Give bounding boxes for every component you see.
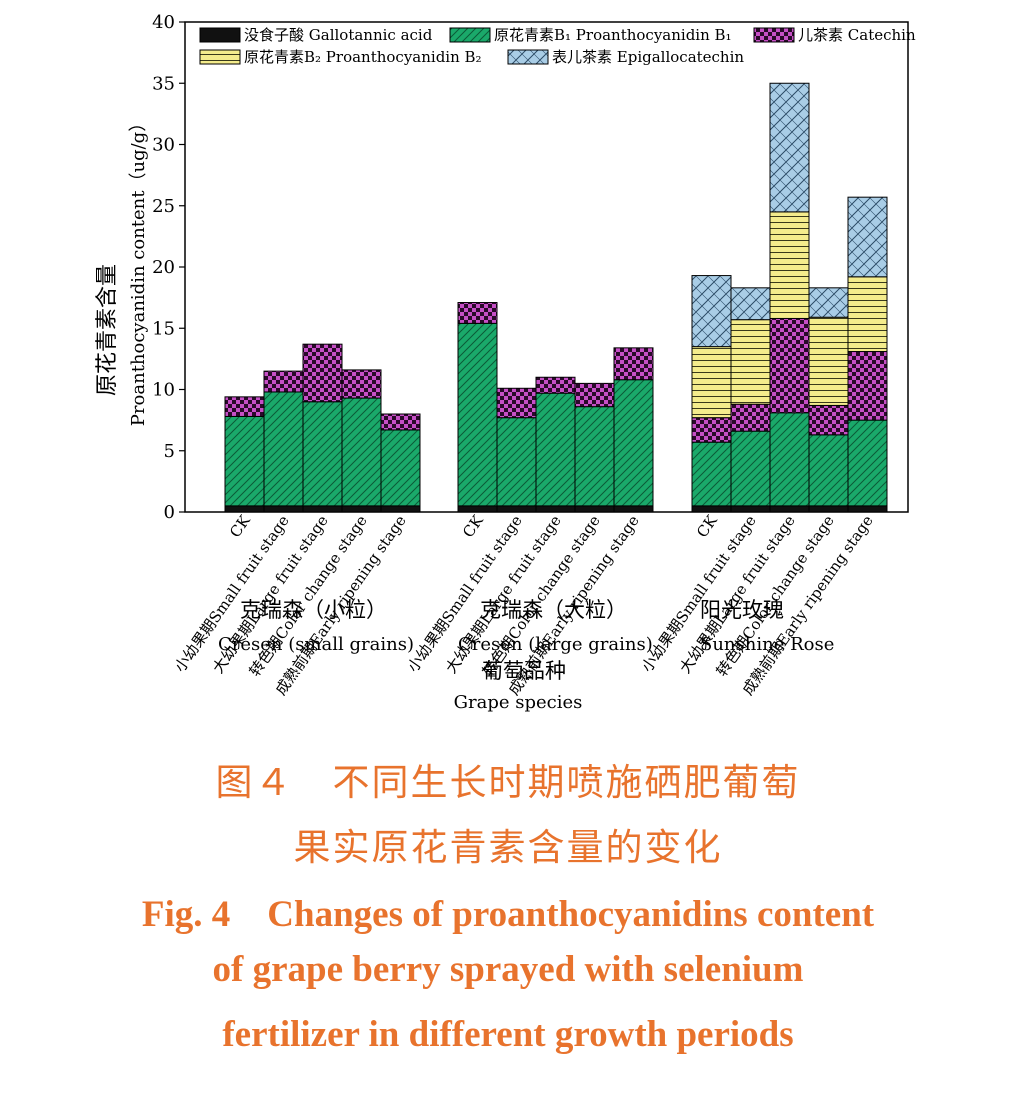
legend-swatch-gallotannic-acid xyxy=(199,27,241,43)
bar-segment xyxy=(847,276,888,353)
figure-caption-en-line2: of grape berry sprayed with selenium xyxy=(212,949,804,990)
bar-segment xyxy=(457,505,498,513)
bar-segment xyxy=(380,505,421,513)
y-tick-label: 5 xyxy=(164,441,175,462)
bar-segment xyxy=(847,196,888,278)
bar-segment xyxy=(691,417,732,443)
x-group-label-en: Cresen (small grains) xyxy=(218,634,414,655)
x-group-label-zh: 阳光玫瑰 xyxy=(700,598,784,622)
bar-segment xyxy=(691,275,732,348)
bar-segment xyxy=(496,505,537,513)
bar-segment xyxy=(730,505,771,513)
bar-segment xyxy=(769,317,810,414)
x-axis-title-zh: 葡萄品种 xyxy=(482,659,566,683)
bar-segment xyxy=(691,346,732,419)
x-axis-title: 葡萄品种 Grape species xyxy=(454,659,583,713)
bar-segment xyxy=(808,287,849,318)
bar-segment xyxy=(224,396,265,417)
bar-segment xyxy=(847,351,888,421)
y-tick-label: 15 xyxy=(152,318,175,339)
y-tick-label: 40 xyxy=(152,12,175,33)
bar-segment xyxy=(380,413,421,431)
y-tick-label: 10 xyxy=(152,380,175,401)
bar-segment xyxy=(730,287,771,321)
bar-segment xyxy=(574,406,615,507)
bar-segment xyxy=(341,397,382,507)
y-tick-label: 30 xyxy=(152,135,175,156)
legend-swatch-catechin xyxy=(753,27,795,43)
bar-segment xyxy=(769,82,810,213)
x-axis-title-en: Grape species xyxy=(454,692,583,713)
bar-segment xyxy=(769,505,810,513)
y-tick-label: 20 xyxy=(152,257,175,278)
bar-segment xyxy=(613,505,654,513)
bar-segment xyxy=(457,302,498,324)
y-tick-label: 35 xyxy=(152,73,175,94)
x-category-label: CK xyxy=(226,511,254,541)
bar-segment xyxy=(302,505,343,513)
figure-caption-en-line3: fertilizer in different growth periods xyxy=(222,1014,794,1055)
bar-segment xyxy=(730,319,771,405)
bar-segment xyxy=(730,403,771,432)
bar-segment xyxy=(457,322,498,507)
bar-segment xyxy=(535,392,576,507)
figure-caption-zh-line2: 果实原花青素含量的变化 xyxy=(293,826,723,869)
bar-segment xyxy=(224,415,265,507)
bar-segment xyxy=(691,505,732,513)
bar-segment xyxy=(224,505,265,513)
legend-label-proanthocyanidin-b2: 原花青素B₂ Proanthocyanidin B₂ xyxy=(244,48,482,66)
x-category-label: CK xyxy=(693,511,721,541)
bar-segment xyxy=(808,316,849,406)
bar-segment xyxy=(263,505,304,513)
x-group-label-zh: 克瑞森（小粒） xyxy=(240,598,387,622)
bar-segment xyxy=(574,505,615,513)
bar-segment xyxy=(769,211,810,319)
bar-segment xyxy=(730,430,771,507)
x-group-label-en: Cresen (large grains) xyxy=(458,634,653,655)
bar-segment xyxy=(574,382,615,408)
x-group-labels: 克瑞森（小粒） Cresen (small grains) 克瑞森（大粒） Crese… xyxy=(218,598,834,655)
bar-segment xyxy=(302,401,343,507)
bar-segment xyxy=(535,505,576,513)
bar-segment xyxy=(808,404,849,436)
y-tick-label: 0 xyxy=(164,502,175,523)
y-axis-title: 原花青素含量 Proanthocyanidin content（ug/g） xyxy=(95,114,149,426)
bar-segment xyxy=(847,505,888,513)
legend-label-gallotannic-acid: 没食子酸 Gallotannic acid xyxy=(244,26,433,44)
legend: 没食子酸 Gallotannic acid 原花青素B₁ Proanthocya… xyxy=(199,26,916,66)
bar-segment xyxy=(341,505,382,513)
bar-segment xyxy=(535,376,576,394)
bar-segment xyxy=(380,429,421,507)
y-tick-label: 25 xyxy=(152,196,175,217)
bar-segment xyxy=(263,370,304,393)
figure-caption-en-line1: Fig. 4 Changes of proanthocyanidins cont… xyxy=(141,894,875,935)
bar-segment xyxy=(496,417,537,507)
y-axis: 0 5 10 15 20 25 30 35 40 xyxy=(152,12,185,523)
bar-segment xyxy=(613,379,654,507)
bar-segment xyxy=(302,343,343,403)
legend-swatch-proanthocyanidin-b2 xyxy=(199,49,241,65)
bar-segment xyxy=(496,387,537,419)
figure-caption-zh-line1: 图４ 不同生长时期喷施硒肥葡萄 xyxy=(215,761,801,804)
bar-segment xyxy=(341,369,382,399)
bar-segment xyxy=(769,412,810,507)
x-category-label: CK xyxy=(459,511,487,541)
y-axis-title-zh: 原花青素含量 xyxy=(95,264,120,396)
legend-label-catechin: 儿茶素 Catechin xyxy=(798,26,916,44)
bar-segment xyxy=(691,441,732,507)
bar-stacks xyxy=(224,82,888,513)
legend-label-proanthocyanidin-b1: 原花青素B₁ Proanthocyanidin B₁ xyxy=(494,26,732,44)
bar-segment xyxy=(847,419,888,507)
legend-label-epigallocatechin: 表儿茶素 Epigallocatechin xyxy=(552,48,744,66)
legend-swatch-proanthocyanidin-b1 xyxy=(449,27,491,43)
x-group-label-zh: 克瑞森（大粒） xyxy=(480,598,627,622)
bar-segment xyxy=(808,434,849,507)
bar-segment xyxy=(263,391,304,507)
x-group-label-en: Sunshine Rose xyxy=(700,634,834,655)
bar-segment xyxy=(613,347,654,381)
y-axis-title-en: Proanthocyanidin content（ug/g） xyxy=(128,114,149,426)
bar-segment xyxy=(808,505,849,513)
legend-swatch-epigallocatechin xyxy=(507,49,549,65)
